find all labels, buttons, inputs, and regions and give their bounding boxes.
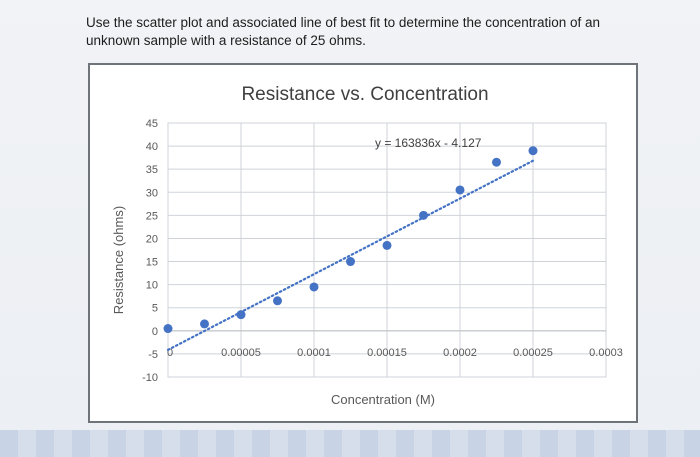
- scatter-chart: Resistance vs. Concentration Resistance …: [111, 84, 623, 407]
- question-text: Use the scatter plot and associated line…: [86, 15, 601, 48]
- y-tick-label: 0: [152, 326, 158, 338]
- y-tick-label: -10: [142, 372, 158, 384]
- y-axis-label: Resistance (ohms): [111, 206, 126, 314]
- x-tick-label: 0.00005: [221, 347, 261, 359]
- data-point: [455, 185, 465, 195]
- chart-title: Resistance vs. Concentration: [241, 84, 488, 105]
- trendline-layer: [166, 159, 535, 351]
- y-tick-label: 5: [152, 303, 158, 315]
- data-point: [273, 296, 282, 306]
- x-tick-label: 0.0003: [589, 347, 623, 359]
- y-tick-label: 45: [146, 118, 158, 130]
- y-tick-label: 10: [146, 280, 158, 292]
- x-tick-label: 0.0002: [443, 347, 477, 359]
- y-tick-label: 35: [146, 164, 158, 176]
- data-point: [309, 282, 319, 292]
- data-point: [419, 210, 428, 220]
- data-point: [346, 257, 355, 267]
- y-tick-label: 20: [146, 233, 158, 245]
- y-tick-label: 30: [146, 187, 158, 199]
- x-tick-label: 0.0001: [297, 347, 331, 359]
- bottom-toolbar-band: [0, 430, 700, 457]
- data-point: [200, 319, 209, 329]
- data-point: [236, 310, 246, 320]
- data-point: [492, 157, 501, 167]
- y-tick-label: 15: [146, 257, 158, 269]
- grid-lines: [167, 122, 607, 378]
- y-tick-label: 25: [146, 210, 158, 222]
- x-tick-label: 0.00015: [367, 347, 407, 359]
- x-tick-label: 0.00025: [513, 347, 553, 359]
- y-tick-label: 40: [146, 141, 158, 153]
- y-tick-label: -5: [148, 349, 158, 361]
- x-axis-label: Concentration (M): [331, 392, 435, 407]
- chart-container: Resistance vs. Concentration Resistance …: [88, 63, 638, 423]
- data-point: [163, 324, 173, 334]
- trendline-equation: y = 163836x - 4.127: [375, 136, 482, 150]
- tick-labels: -10 -5 0 5 10 15 20 25 30 35 40 45 0.00005 0.0001 0.00…: [142, 118, 623, 384]
- data-points: [163, 146, 538, 334]
- x-tick-label: 0: [167, 347, 173, 359]
- data-point: [382, 240, 392, 250]
- data-point: [528, 146, 538, 156]
- trendline: [166, 159, 535, 351]
